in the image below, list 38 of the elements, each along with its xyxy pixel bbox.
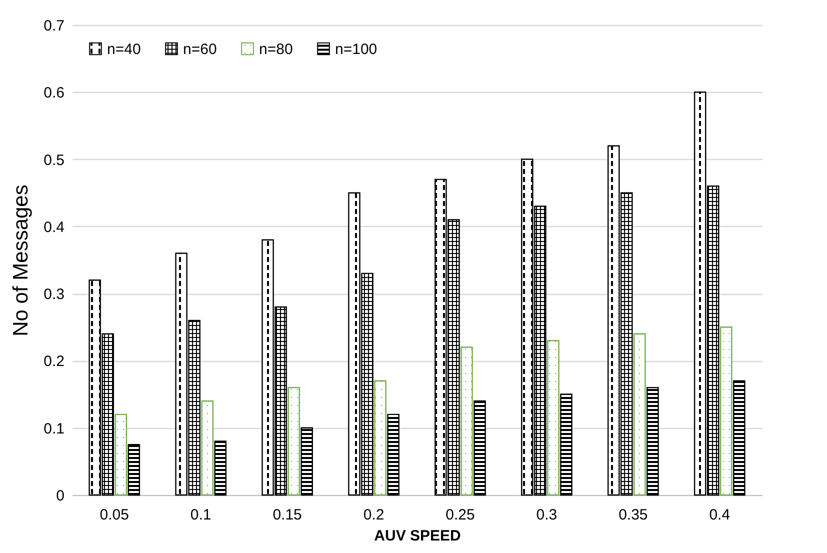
bar [547, 340, 560, 496]
legend-label: n=40 [107, 40, 141, 58]
bar [474, 400, 486, 496]
bar [646, 386, 659, 496]
bar [720, 326, 732, 496]
bar [634, 333, 646, 496]
y-tick-label: 0 [56, 488, 64, 504]
y-tick-label: 0.7 [44, 18, 64, 34]
x-tick-label: 0.4 [709, 506, 730, 524]
y-axis-title: No of Messages [10, 184, 33, 336]
x-tick-label: 0.05 [100, 506, 129, 524]
y-tick-label: 0.5 [44, 152, 64, 169]
y-tick-label: 0.3 [44, 286, 64, 304]
bar [460, 346, 473, 496]
x-tick-label: 0.35 [618, 506, 648, 524]
x-tick-label: 0.15 [272, 506, 302, 524]
y-tick-label: 0.1 [44, 420, 64, 438]
y-tick-label: 0.2 [44, 353, 64, 370]
legend-label: n=60 [183, 40, 217, 58]
bar [560, 394, 572, 496]
legend-label: n=100 [335, 40, 378, 58]
bar [128, 444, 140, 496]
x-tick-label: 0.2 [363, 506, 384, 524]
x-axis-title: AUV SPEED [374, 528, 462, 544]
bar [387, 414, 400, 496]
y-tick-label: 0.6 [44, 84, 64, 102]
bar [201, 400, 214, 496]
y-tick-label: 0.4 [44, 218, 64, 236]
x-tick-label: 0.1 [190, 506, 212, 524]
bar [288, 386, 300, 496]
bar [374, 380, 386, 496]
x-tick-label: 0.25 [446, 506, 475, 524]
bar [300, 427, 313, 496]
bar [214, 440, 227, 496]
bar [114, 414, 128, 496]
x-tick-label: 0.3 [536, 506, 558, 524]
bar [733, 380, 746, 496]
legend-label: n=80 [259, 40, 293, 58]
